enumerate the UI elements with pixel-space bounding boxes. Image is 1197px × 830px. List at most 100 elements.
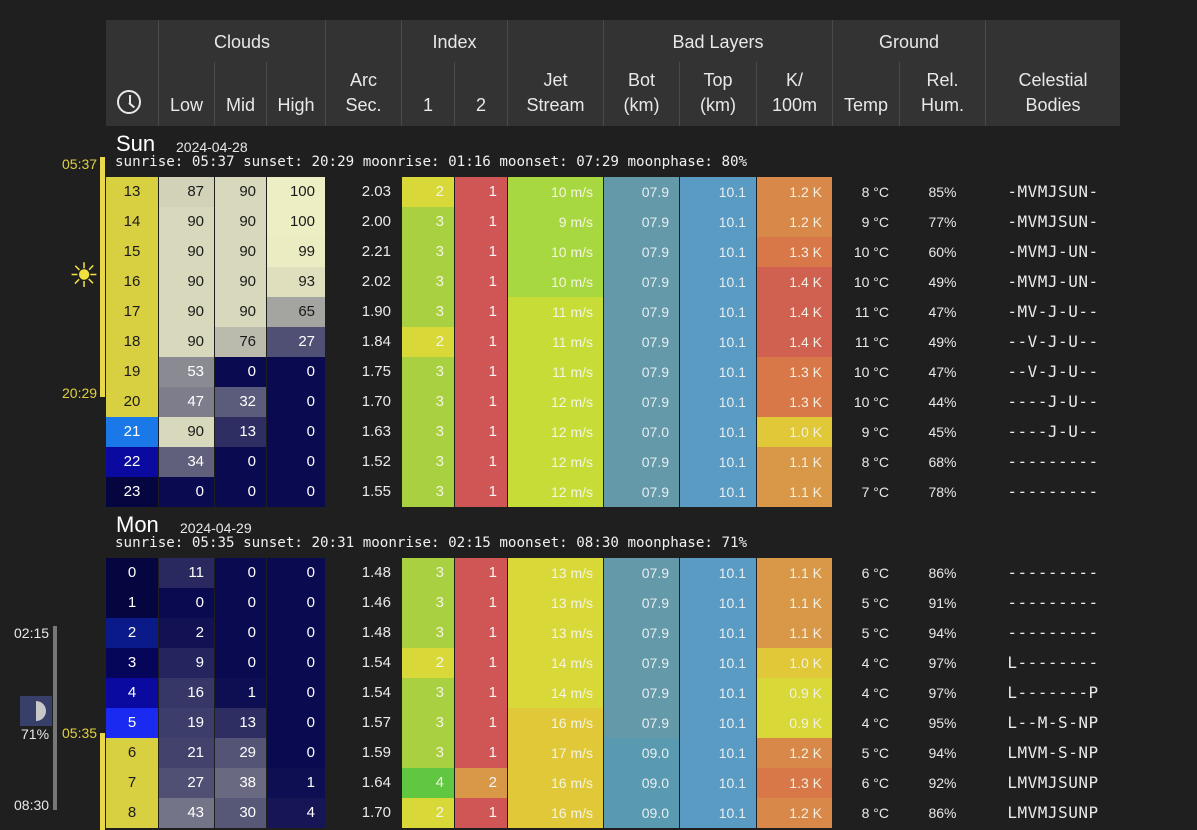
cell-i2: 1	[455, 267, 507, 297]
cell-cel: -MVMJ-UN-	[1007, 272, 1099, 291]
daylight-bar	[100, 157, 105, 397]
header-ground: Ground	[878, 32, 940, 52]
cell-temp: 6 °C	[861, 565, 889, 581]
header-clouds: Clouds	[213, 32, 271, 52]
header-hum: Hum.	[920, 95, 964, 115]
cell-mid: 90	[215, 207, 266, 237]
sun-icon: ☀	[68, 257, 100, 295]
cell-hum: 92%	[928, 775, 957, 791]
cell-low: 34	[159, 447, 214, 477]
cell-arc: 1.84	[361, 333, 391, 350]
day-name: Sun	[116, 131, 156, 156]
cell-bot: 07.0	[604, 417, 679, 447]
cell-arc: 1.64	[361, 774, 391, 791]
cell-hum: 78%	[928, 484, 957, 500]
cell-mid: 0	[215, 477, 266, 507]
day-date: 2024-04-29	[180, 520, 252, 536]
cell-arc: 1.70	[361, 393, 391, 410]
cell-cel: -MVMJ-UN-	[1007, 242, 1099, 261]
header-bad-layers: Bad Layers	[672, 32, 764, 52]
cell-cel: L--------	[1007, 653, 1099, 672]
cell-arc: 1.70	[361, 804, 391, 821]
cell-h: 1	[106, 588, 158, 618]
cell-high: 27	[267, 327, 325, 357]
header-bot-km: (km)	[623, 95, 660, 115]
cell-h: 4	[106, 678, 158, 708]
cell-temp: 5 °C	[861, 625, 889, 641]
table-row: 21 90 13 0 1.63 3 1 12 m/s 07.0 10.1 1.0 K 9 °C 45% -…	[106, 417, 1120, 447]
cell-k: 1.1 K	[757, 588, 832, 618]
cell-i1: 3	[402, 558, 454, 588]
cell-temp: 11 °C	[854, 334, 889, 350]
cell-jet: 12 m/s	[508, 387, 603, 417]
cell-hum: 94%	[928, 745, 957, 761]
cell-bot: 07.9	[604, 327, 679, 357]
cell-arc: 1.57	[361, 714, 391, 731]
cell-arc: 2.02	[361, 273, 391, 290]
cell-low: 43	[159, 798, 214, 828]
cell-hum: 97%	[928, 655, 957, 671]
cell-bot: 07.9	[604, 678, 679, 708]
cell-high: 0	[267, 648, 325, 678]
cell-jet: 14 m/s	[508, 648, 603, 678]
cell-h: 3	[106, 648, 158, 678]
cell-top: 10.1	[680, 618, 756, 648]
cell-high: 100	[267, 207, 325, 237]
table-row: 13 87 90 100 2.03 2 1 10 m/s 07.9 10.1 1.2 K 8 °C 85…	[106, 177, 1120, 207]
cell-k: 1.3 K	[757, 357, 832, 387]
cell-bot: 09.0	[604, 768, 679, 798]
cell-bot: 07.9	[604, 297, 679, 327]
cell-low: 19	[159, 708, 214, 738]
cell-low: 0	[159, 588, 214, 618]
cell-i1: 3	[402, 357, 454, 387]
cell-hum: 44%	[928, 394, 957, 410]
cell-hum: 86%	[928, 565, 957, 581]
cell-i1: 3	[402, 297, 454, 327]
cell-hum: 60%	[928, 244, 957, 260]
cell-hum: 45%	[928, 424, 957, 440]
cell-cel: ---------	[1007, 593, 1099, 612]
table-row: 5 19 13 0 1.57 3 1 16 m/s 07.9 10.1 0.9 K 4 °C 95% L-…	[106, 708, 1120, 738]
cell-top: 10.1	[680, 297, 756, 327]
cell-low: 16	[159, 678, 214, 708]
cell-cel: -MVMJSUN-	[1007, 182, 1099, 201]
cell-h: 17	[106, 297, 158, 327]
cell-temp: 10 °C	[853, 364, 889, 380]
cell-jet: 13 m/s	[508, 618, 603, 648]
cell-top: 10.1	[680, 678, 756, 708]
moon-phase-icon	[20, 696, 52, 726]
cell-k: 1.4 K	[757, 267, 832, 297]
table-row: 7 27 38 1 1.64 4 2 16 m/s 09.0 10.1 1.3 K 6 °C 92% LM…	[106, 768, 1120, 798]
cell-high: 93	[267, 267, 325, 297]
cell-i1: 3	[402, 267, 454, 297]
cell-k: 1.0 K	[757, 417, 832, 447]
table-row: 16 90 90 93 2.02 3 1 10 m/s 07.9 10.1 1.4 K 10 °C 49…	[106, 267, 1120, 297]
cell-jet: 14 m/s	[508, 678, 603, 708]
header-temp: Temp	[843, 95, 888, 115]
cell-hum: 47%	[928, 364, 957, 380]
clock-icon	[117, 90, 141, 114]
cell-low: 27	[159, 768, 214, 798]
cell-arc: 1.52	[361, 453, 391, 470]
cell-bot: 07.9	[604, 177, 679, 207]
cell-i2: 1	[455, 387, 507, 417]
cell-arc: 2.21	[361, 243, 391, 260]
cell-h: 16	[106, 267, 158, 297]
cell-mid: 90	[215, 177, 266, 207]
cell-temp: 7 °C	[861, 484, 889, 500]
cell-low: 90	[159, 297, 214, 327]
cell-top: 10.1	[680, 738, 756, 768]
table-row: 19 53 0 0 1.75 3 1 11 m/s 07.9 10.1 1.3 K 10 °C 47% -…	[106, 357, 1120, 387]
table-row: 20 47 32 0 1.70 3 1 12 m/s 07.9 10.1 1.3 K 10 °C 44%…	[106, 387, 1120, 417]
cell-cel: LMVM-S-NP	[1007, 743, 1099, 762]
cell-mid: 0	[215, 618, 266, 648]
header-low: Low	[169, 95, 204, 115]
cell-i2: 1	[455, 798, 507, 828]
cell-bot: 07.9	[604, 588, 679, 618]
cell-low: 90	[159, 417, 214, 447]
cell-mid: 13	[215, 708, 266, 738]
cell-top: 10.1	[680, 417, 756, 447]
